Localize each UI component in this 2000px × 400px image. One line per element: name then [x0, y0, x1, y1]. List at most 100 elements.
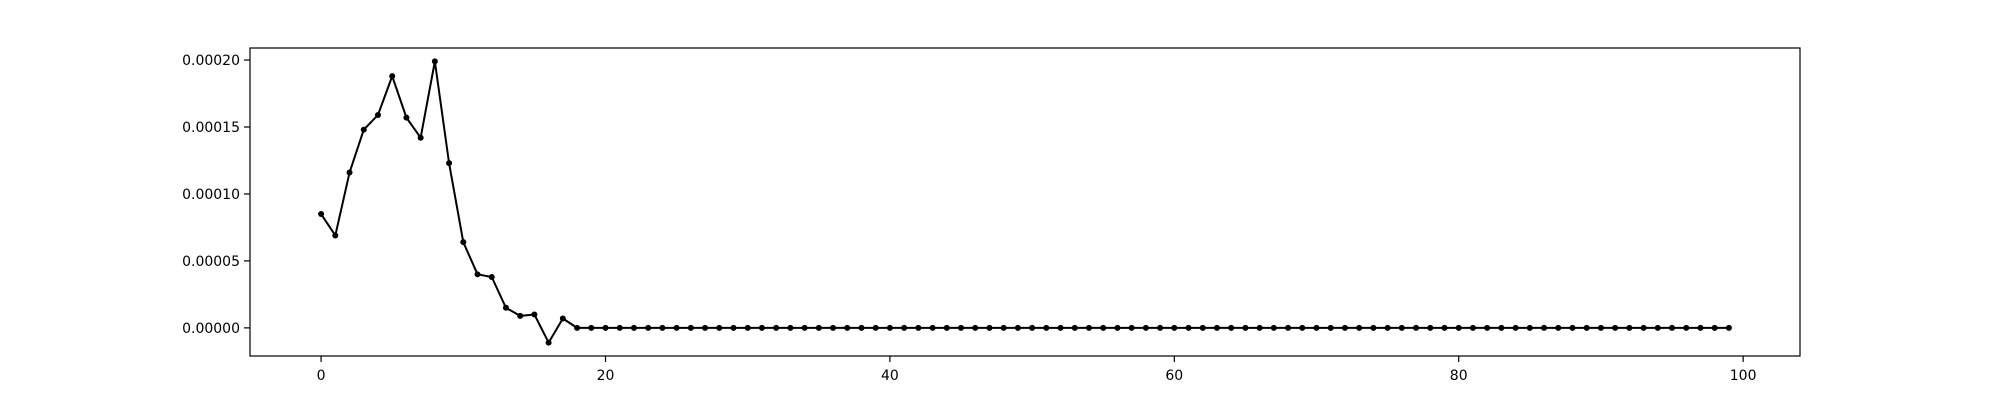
- data-point: [1427, 324, 1434, 331]
- data-point: [332, 232, 339, 239]
- data-point: [915, 324, 922, 331]
- data-point: [886, 324, 893, 331]
- y-tick-label: 0.00020: [182, 53, 240, 69]
- data-point: [815, 324, 822, 331]
- x-axis: 0 20 40 60 80 100: [317, 356, 1757, 384]
- data-point: [1085, 324, 1092, 331]
- data-point: [1384, 324, 1391, 331]
- plot-area: [250, 48, 1800, 356]
- data-point: [1526, 324, 1533, 331]
- plot-frame: [249, 47, 1801, 357]
- data-point: [1669, 324, 1676, 331]
- data-point: [1313, 324, 1320, 331]
- data-point: [1071, 324, 1078, 331]
- data-point: [1228, 324, 1235, 331]
- x-tick-label: 40: [881, 368, 899, 384]
- data-point: [1541, 324, 1548, 331]
- data-point: [360, 126, 367, 133]
- data-point: [1370, 324, 1377, 331]
- y-tick-label: 0.00010: [182, 187, 240, 203]
- data-point: [1356, 324, 1363, 331]
- data-point: [1413, 324, 1420, 331]
- data-point: [1142, 324, 1149, 331]
- data-point: [1469, 324, 1476, 331]
- data-point: [1270, 324, 1277, 331]
- data-point: [716, 324, 723, 331]
- data-point: [616, 324, 623, 331]
- data-point: [1299, 324, 1306, 331]
- data-point: [460, 239, 467, 246]
- data-point: [1199, 324, 1206, 331]
- data-point: [588, 324, 595, 331]
- data-point: [702, 324, 709, 331]
- data-point: [1683, 324, 1690, 331]
- data-point: [901, 324, 908, 331]
- data-point: [1597, 324, 1604, 331]
- data-point: [1640, 324, 1647, 331]
- data-point: [1398, 324, 1405, 331]
- data-point: [787, 324, 794, 331]
- data-point: [1569, 324, 1576, 331]
- data-point: [773, 324, 780, 331]
- data-point: [374, 111, 381, 118]
- data-point: [687, 324, 694, 331]
- series-line: [320, 60, 1729, 344]
- data-point: [1725, 324, 1732, 331]
- data-point: [318, 211, 325, 218]
- data-point: [730, 324, 737, 331]
- y-tick-label: 0.00015: [182, 120, 240, 136]
- data-point: [1583, 324, 1590, 331]
- data-point: [1014, 324, 1021, 331]
- data-point: [1441, 324, 1448, 331]
- data-point: [502, 304, 509, 311]
- data-point: [389, 73, 396, 80]
- data-point: [531, 311, 538, 318]
- data-point: [1697, 324, 1704, 331]
- data-point: [602, 324, 609, 331]
- data-point: [1100, 324, 1107, 331]
- data-point: [929, 324, 936, 331]
- data-point: [1484, 324, 1491, 331]
- data-point: [1612, 324, 1619, 331]
- data-point: [1043, 324, 1050, 331]
- x-tick-label: 60: [1165, 368, 1183, 384]
- data-point: [830, 324, 837, 331]
- data-point: [1711, 324, 1718, 331]
- data-point: [431, 58, 438, 65]
- data-point: [645, 324, 652, 331]
- data-point: [417, 134, 424, 141]
- data-point: [1285, 324, 1292, 331]
- data-point: [986, 324, 993, 331]
- data-point: [1242, 324, 1249, 331]
- data-point: [1341, 324, 1348, 331]
- data-point: [1128, 324, 1135, 331]
- data-point: [1654, 324, 1661, 331]
- data-point: [1029, 324, 1036, 331]
- data-point: [446, 160, 453, 167]
- data-point: [346, 169, 353, 176]
- data-point: [1114, 324, 1121, 331]
- data-point: [1185, 324, 1192, 331]
- data-point: [630, 324, 637, 331]
- data-point: [758, 324, 765, 331]
- data-point: [574, 324, 581, 331]
- data-point: [403, 114, 410, 121]
- y-axis: 0.00000 0.00005 0.00010 0.00015 0.00020: [182, 53, 250, 337]
- data-point: [1327, 324, 1334, 331]
- data-point: [659, 324, 666, 331]
- x-tick-label: 100: [1730, 368, 1757, 384]
- data-point: [1171, 324, 1178, 331]
- data-point: [1455, 324, 1462, 331]
- y-tick-label: 0.00000: [182, 321, 240, 337]
- data-point: [1498, 324, 1505, 331]
- data-point: [1256, 324, 1263, 331]
- data-point: [1626, 324, 1633, 331]
- data-point: [801, 324, 808, 331]
- data-point: [1555, 324, 1562, 331]
- data-point: [943, 324, 950, 331]
- y-tick-label: 0.00005: [182, 254, 240, 270]
- data-point: [673, 324, 680, 331]
- data-point: [1057, 324, 1064, 331]
- data-point: [972, 324, 979, 331]
